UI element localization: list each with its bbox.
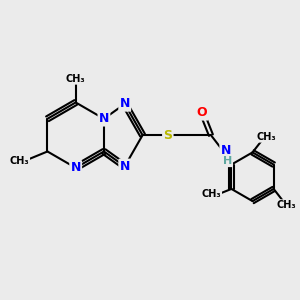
Text: H: H	[223, 156, 232, 166]
Text: CH₃: CH₃	[9, 156, 29, 166]
Text: N: N	[220, 143, 231, 157]
Text: CH₃: CH₃	[201, 189, 221, 199]
Text: CH₃: CH₃	[257, 132, 276, 142]
Text: N: N	[99, 112, 109, 125]
Text: CH₃: CH₃	[66, 74, 86, 84]
Text: N: N	[119, 160, 130, 173]
Text: N: N	[119, 98, 130, 110]
Text: S: S	[163, 129, 172, 142]
Text: O: O	[197, 106, 207, 119]
Text: N: N	[70, 161, 81, 174]
Text: CH₃: CH₃	[277, 200, 296, 210]
